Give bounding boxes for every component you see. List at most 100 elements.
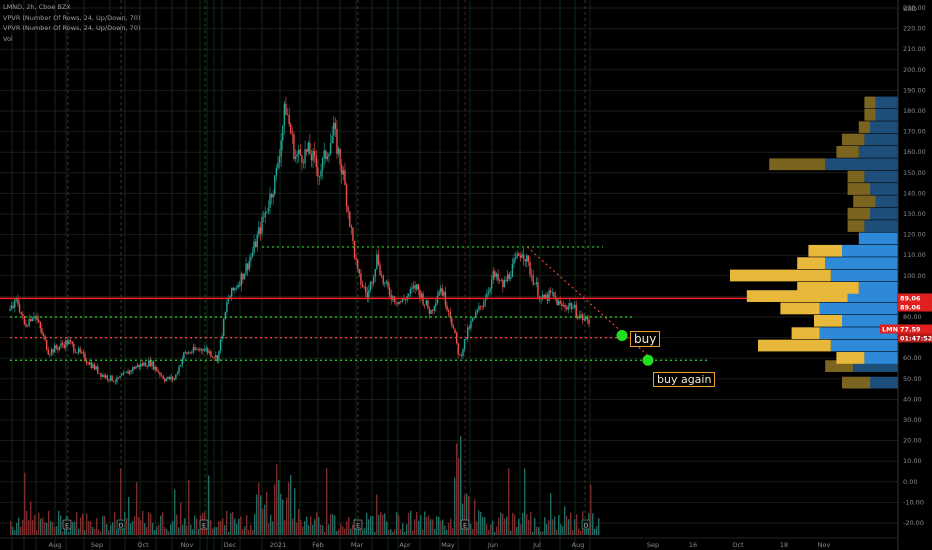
volume-bar — [374, 531, 376, 535]
volume-bar — [314, 519, 316, 535]
candle-body — [61, 343, 64, 345]
volume-bar — [494, 531, 496, 535]
volume-bar — [84, 530, 86, 535]
last-price: 77.59 — [900, 326, 921, 334]
volume-bar — [556, 529, 558, 535]
price-level-a-bg — [898, 293, 932, 303]
y-tick-label: -10.00 — [903, 498, 924, 506]
candle-body — [585, 316, 587, 319]
candle-body — [9, 309, 11, 311]
vp-down-bar — [791, 327, 820, 340]
volume-bar — [186, 525, 188, 535]
volume-bar — [158, 524, 160, 535]
candle-body — [508, 274, 510, 279]
candle-body — [226, 301, 228, 313]
volume-bar — [380, 511, 382, 535]
candle-body — [428, 308, 431, 314]
candle-body — [302, 162, 305, 164]
volume-bar — [534, 518, 536, 535]
candle-body — [200, 348, 203, 351]
volume-bar — [294, 488, 296, 535]
candle-body — [50, 349, 53, 355]
candle-body — [210, 351, 212, 357]
volume-bar — [150, 513, 152, 535]
candle-body — [186, 352, 188, 354]
volume-bar — [340, 523, 342, 535]
candle-body — [45, 340, 48, 351]
volume-bar — [552, 519, 554, 535]
candle-body — [258, 227, 260, 235]
volume-bar — [26, 510, 28, 535]
volume-bar — [292, 518, 294, 535]
y-tick-label: 60.00 — [903, 354, 922, 362]
volume-bar — [586, 525, 588, 535]
candle-body — [57, 348, 59, 350]
volume-bar — [64, 527, 66, 535]
candle-body — [30, 319, 32, 322]
candle-body — [17, 298, 19, 305]
vp-up-bar — [864, 133, 898, 146]
x-tick-label: Jun — [487, 541, 498, 549]
candle-body — [41, 328, 43, 335]
volume-bar — [214, 526, 216, 535]
candle-body — [195, 349, 198, 350]
y-tick-label: 190.00 — [903, 86, 926, 94]
volume-bar — [170, 524, 172, 535]
volume-bar — [254, 514, 256, 535]
candle-body — [49, 354, 51, 356]
candle-body — [305, 149, 308, 152]
candle-body — [109, 375, 112, 381]
volume-bar — [520, 524, 522, 535]
x-tick-label: May — [441, 541, 455, 549]
y-tick-label: 30.00 — [903, 416, 922, 424]
candle-body — [79, 348, 81, 352]
volume-bar — [382, 514, 384, 535]
candle-body — [355, 257, 357, 260]
volume-bar — [540, 531, 542, 535]
candle-body — [495, 273, 498, 277]
candle-body — [317, 167, 319, 177]
volume-bar — [192, 529, 194, 535]
candle-body — [159, 372, 161, 375]
volume-bar — [56, 526, 58, 535]
candle-body — [254, 241, 257, 248]
candle-body — [403, 299, 405, 300]
volume-bar — [398, 515, 400, 535]
volume-bar — [452, 528, 454, 535]
candles — [9, 96, 590, 385]
volume-bar — [210, 520, 212, 535]
vp-up-bar — [825, 158, 898, 171]
countdown: 01:47:52 — [900, 335, 932, 343]
volume-bar — [492, 520, 494, 535]
volume-bar — [42, 517, 44, 535]
candle-body — [178, 366, 180, 374]
candle-body — [487, 291, 490, 294]
candle-body — [572, 307, 574, 309]
volume-bar — [222, 518, 224, 535]
volume-bar — [76, 512, 78, 535]
volume-bar — [270, 514, 272, 535]
y-tick-label: 140.00 — [903, 189, 926, 197]
candle-body — [431, 309, 434, 311]
candle-body — [278, 156, 281, 164]
volume-bar — [262, 508, 264, 535]
candle-body — [108, 379, 110, 381]
candle-body — [135, 366, 137, 369]
volume-bar — [216, 527, 218, 535]
volume-bar — [536, 526, 538, 535]
candle-body — [270, 194, 273, 198]
candle-body — [510, 277, 512, 279]
vp-up-bar — [864, 352, 898, 364]
candle-body — [334, 122, 337, 129]
candle-body — [100, 373, 102, 377]
candle-body — [420, 293, 423, 299]
candle-body — [372, 276, 375, 284]
event-marker-label: E — [356, 523, 360, 530]
volume-bar — [396, 512, 398, 535]
vp-up-bar — [870, 207, 898, 220]
candle-body — [534, 284, 536, 285]
candle-body — [385, 281, 388, 283]
candle-body — [124, 372, 126, 373]
candle-body — [218, 350, 220, 362]
volume-bar — [404, 531, 406, 535]
